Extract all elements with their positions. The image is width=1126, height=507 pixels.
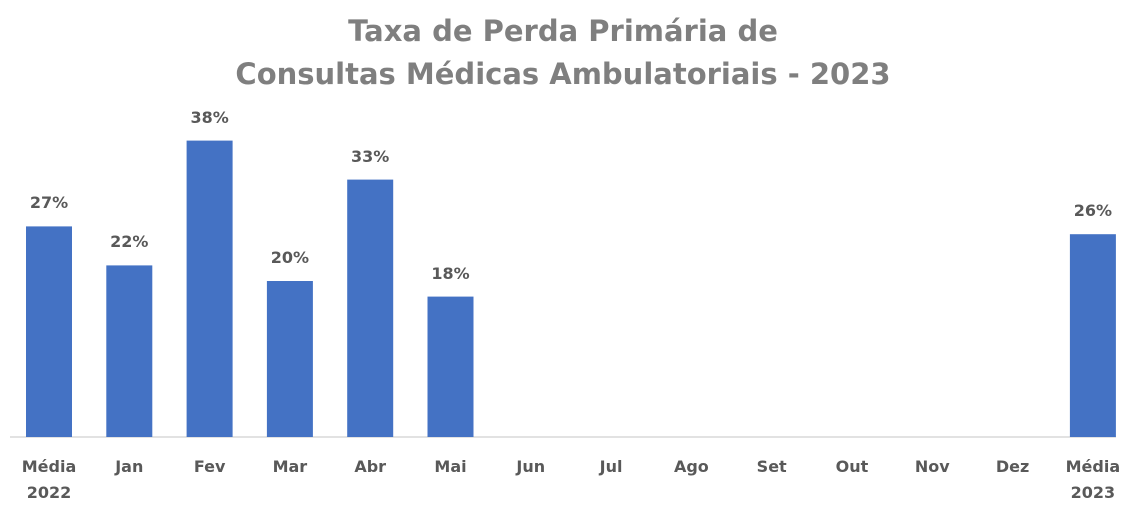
x-tick-label: Jul (599, 457, 623, 476)
x-tick-label: Nov (914, 457, 950, 476)
x-tick-label: Ago (673, 457, 709, 476)
x-tick-label: Mai (434, 457, 467, 476)
data-label: 20% (270, 248, 310, 267)
x-tick-label: Fev (193, 457, 226, 476)
bar (347, 179, 394, 437)
x-tick-label: Dez (995, 457, 1030, 476)
chart-title: Taxa de Perda Primária de Consultas Médi… (235, 14, 891, 91)
data-label: 33% (351, 146, 390, 166)
x-tick-label: Média 2023 (1065, 457, 1121, 502)
x-tick-label: Out (835, 457, 869, 476)
bar (1069, 234, 1116, 437)
bar (106, 265, 153, 437)
x-tick-label: Jun (516, 457, 546, 476)
x-tick-label: Média 2022 (21, 457, 77, 502)
data-label: 27% (29, 193, 69, 213)
x-tick-label: Set (756, 457, 787, 476)
bar (427, 296, 474, 437)
x-tick-label: Jan (115, 457, 144, 476)
bar (266, 281, 313, 437)
data-label: 38% (190, 107, 229, 127)
x-tick-label: Mar (272, 457, 308, 476)
data-label: 18% (431, 263, 470, 283)
bar (186, 140, 233, 437)
bar (26, 226, 72, 437)
data-label: 22% (110, 232, 149, 252)
x-tick-label: Abr (354, 457, 387, 476)
data-label: 26% (1073, 201, 1113, 221)
